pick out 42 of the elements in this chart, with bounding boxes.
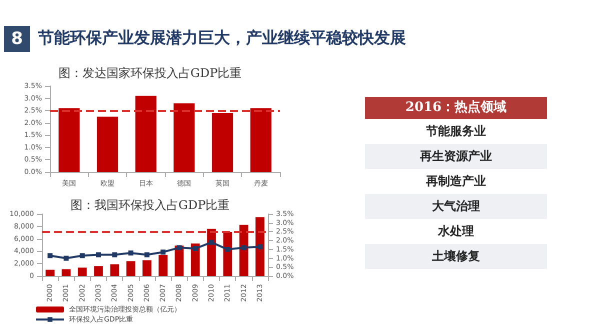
point bbox=[176, 245, 182, 250]
point bbox=[112, 252, 118, 258]
bar bbox=[158, 254, 168, 276]
bar bbox=[174, 103, 195, 172]
point bbox=[209, 240, 214, 245]
chart-subtitle: 图：发达国家环保投入占GDP比重 bbox=[58, 66, 242, 80]
text: 再制造产业 bbox=[365, 169, 547, 194]
point bbox=[160, 250, 166, 255]
text: 水处理 bbox=[365, 219, 547, 244]
bar bbox=[58, 108, 80, 172]
bar bbox=[223, 232, 232, 276]
bar bbox=[96, 116, 118, 172]
text: 大气治理 bbox=[365, 194, 547, 219]
bar bbox=[255, 217, 264, 276]
point bbox=[96, 252, 101, 258]
bar bbox=[250, 108, 272, 172]
bar bbox=[94, 266, 103, 276]
bar bbox=[78, 268, 87, 276]
text: 2016：热点领域 bbox=[365, 97, 547, 119]
point bbox=[225, 246, 230, 252]
point bbox=[80, 253, 85, 258]
point bbox=[48, 253, 53, 258]
chart-title: 图：我国环保投入占GDP比重 bbox=[70, 198, 230, 212]
bar bbox=[126, 261, 136, 276]
text: 再生资源产业 bbox=[365, 144, 547, 169]
point bbox=[192, 246, 198, 252]
bar bbox=[135, 96, 156, 172]
point bbox=[64, 256, 69, 261]
text: 节能服务业 bbox=[365, 119, 547, 144]
text: 8 bbox=[4, 26, 30, 52]
bar bbox=[62, 269, 71, 276]
bar bbox=[46, 270, 55, 276]
bar bbox=[239, 224, 248, 276]
text: 土壤修复 bbox=[365, 244, 547, 269]
chart-title: 节能环保产业发展潜力巨大，产业继续平稳较快发展 bbox=[38, 28, 406, 49]
point bbox=[144, 252, 150, 258]
point bbox=[241, 245, 246, 250]
bar bbox=[142, 260, 152, 276]
bar bbox=[110, 264, 120, 276]
point bbox=[128, 250, 134, 256]
bar bbox=[212, 113, 234, 172]
point bbox=[257, 244, 262, 250]
